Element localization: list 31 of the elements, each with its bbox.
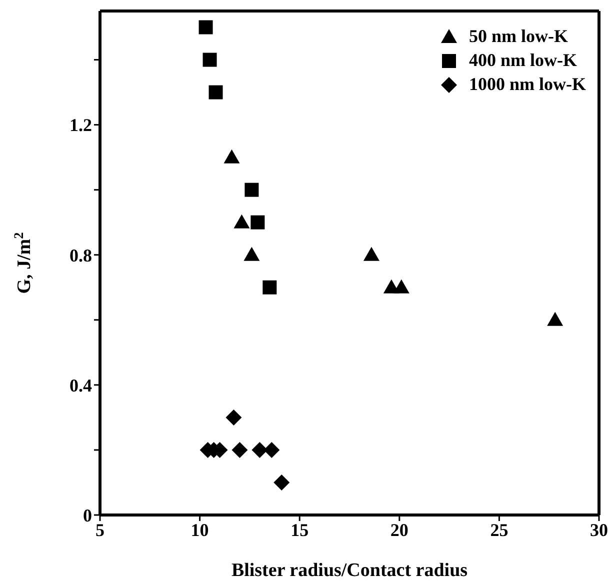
- point: [226, 409, 242, 426]
- point: [232, 442, 248, 458]
- legend-label: 400 nm low-K: [469, 50, 577, 70]
- y-tick-label: 0.8: [70, 245, 92, 266]
- point: [393, 279, 410, 294]
- x-tick-label: 10: [190, 520, 209, 540]
- point: [244, 246, 260, 261]
- point: [252, 442, 268, 458]
- point: [208, 85, 223, 100]
- point: [264, 442, 280, 458]
- x-tick-label: 15: [290, 520, 309, 540]
- point: [202, 52, 217, 67]
- point: [250, 215, 265, 230]
- point: [244, 182, 259, 197]
- legend-label: 50 nm low-K: [469, 26, 568, 46]
- x-tick-label: 20: [390, 520, 408, 540]
- y-tick-label: 0: [83, 505, 92, 526]
- y-tick-label: 1.2: [70, 115, 92, 136]
- x-axis-title: Blister radius/Contact radius: [231, 560, 468, 581]
- point: [262, 280, 277, 294]
- legend-label: 1000 nm low-K: [469, 74, 586, 94]
- x-tick-label: 30: [590, 520, 608, 540]
- x-tick-label: 5: [96, 520, 104, 540]
- point: [198, 20, 213, 34]
- y-tick-label: 0.4: [70, 375, 92, 396]
- point: [274, 474, 290, 490]
- point: [234, 214, 250, 228]
- x-tick-label: 25: [490, 520, 508, 540]
- point: [547, 312, 564, 326]
- point: [363, 246, 380, 261]
- point: [224, 149, 240, 164]
